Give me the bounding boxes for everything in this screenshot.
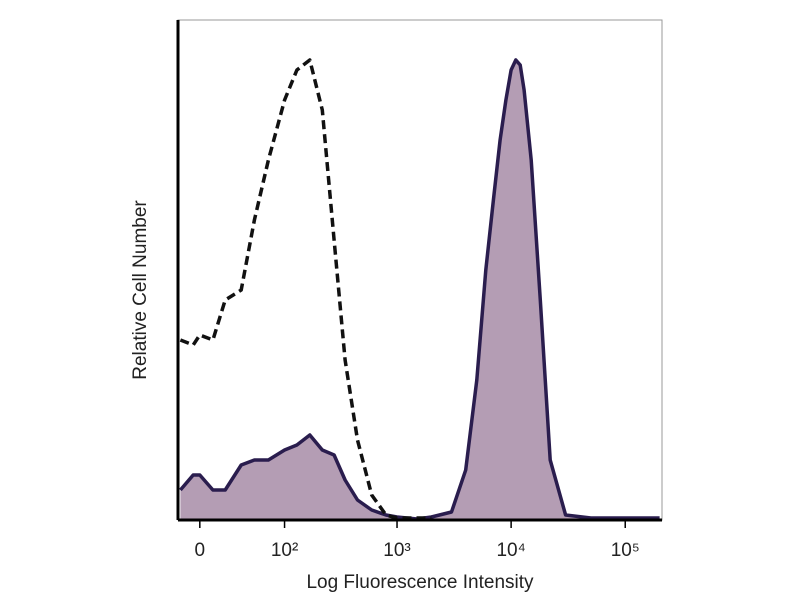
y-axis-label: Relative Cell Number bbox=[130, 200, 151, 380]
histogram-area bbox=[180, 60, 660, 520]
histogram-dashed-line bbox=[179, 58, 432, 520]
x-tick-label: 10² bbox=[271, 540, 298, 561]
plot-frame bbox=[177, 19, 663, 521]
histogram-line bbox=[179, 58, 660, 521]
x-tick-label: 10⁵ bbox=[611, 540, 640, 561]
x-tick-label: 0 bbox=[195, 540, 206, 561]
x-tick-label: 10³ bbox=[383, 540, 410, 561]
x-tick-label: 10⁴ bbox=[496, 540, 525, 561]
x-axis-label: Log Fluorescence Intensity bbox=[306, 572, 534, 593]
